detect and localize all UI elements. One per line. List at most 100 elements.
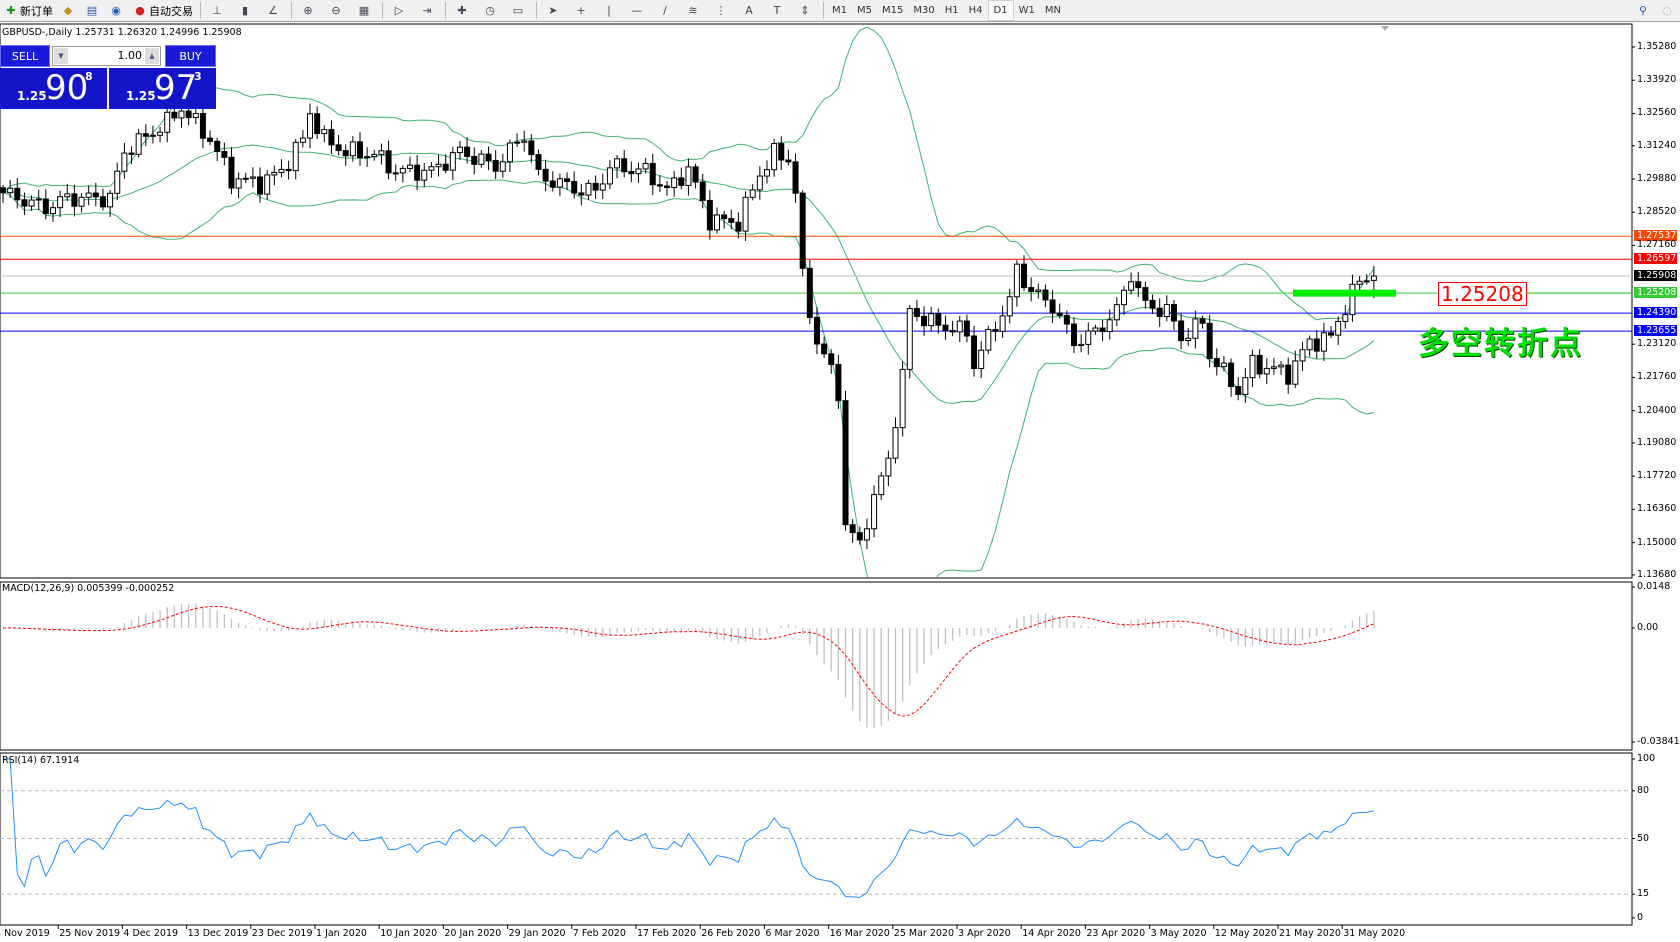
periods-icon[interactable]: ◷ [485,3,495,17]
candle [207,137,214,142]
timeframe-m1[interactable]: M1 [832,5,847,16]
candle [571,181,578,194]
candle [549,180,556,188]
timeframe-h4[interactable]: H4 [968,5,983,16]
candle [785,159,792,163]
buy-button[interactable]: BUY [165,45,216,67]
templates-icon[interactable]: ▭ [512,3,524,17]
candle [1021,263,1028,289]
lot-size-input[interactable]: 1.00 [117,49,143,62]
candle [1156,307,1163,318]
search-icon[interactable]: ⚲ [1638,3,1648,17]
price-axis-label: 1.21760 [1637,371,1677,383]
price-axis-label: 1.31240 [1637,139,1677,151]
candle [956,320,963,333]
date-axis-label: 3 Apr 2020 [958,928,1011,939]
toolbar-new-order-button[interactable]: ✚ 新订单 [0,1,57,20]
cursor-icon[interactable]: ➤ [548,3,558,17]
crosshair-icon[interactable]: + [576,3,586,17]
date-axis-label: 23 Apr 2020 [1086,928,1146,939]
decrease-lot-icon[interactable]: ▼ [54,48,68,64]
price-axis-label: 1.13680 [1637,568,1677,580]
candle [456,146,463,154]
candle [7,187,14,194]
candle [542,168,549,182]
chart-shift-icon[interactable]: ⇥ [422,3,432,17]
trendline-icon[interactable]: / [663,3,667,17]
auto-scroll-icon[interactable]: ▷ [394,3,404,17]
zoom-out-icon[interactable]: ⊖ [331,3,341,17]
candle [1185,337,1192,342]
buy-price[interactable]: 1.25 97 3 [109,68,216,109]
sell-price[interactable]: 1.25 90 8 [0,68,107,109]
candle [14,187,21,201]
candle [949,329,956,333]
candle [1071,323,1077,347]
timeframe-d1[interactable]: D1 [987,0,1014,21]
candle [1342,314,1349,322]
candle [449,152,456,171]
vertical-line-icon[interactable]: | [607,3,611,17]
candle [892,427,899,459]
candle [285,168,292,172]
candle [185,110,192,119]
candle [264,174,271,195]
toolbar-label: 自动交易 [149,4,193,18]
candle [1263,367,1270,375]
line-chart-icon[interactable]: ∠ [268,3,278,17]
candle [578,192,585,196]
candle [942,324,949,331]
candle [1356,280,1363,285]
rsi-axis-label: 100 [1637,753,1656,764]
candlestick-icon[interactable]: ▮ [241,3,249,17]
candle [1328,332,1335,336]
candle [49,207,56,215]
candle [107,192,114,208]
candle [714,214,720,231]
indicators-icon[interactable]: ✚ [457,3,467,17]
zoom-in-icon[interactable]: ⊕ [303,3,313,17]
level-price-tag: 1.27537 [1634,230,1677,242]
sell-button[interactable]: SELL [0,45,50,67]
candle [635,168,642,175]
toolbar-navigator-button[interactable]: ▤ [81,1,105,20]
date-axis-label: 31 May 2020 [1343,928,1406,939]
tile-windows-icon[interactable]: ▦ [358,3,370,17]
grid-icon[interactable]: ⋮ [715,3,727,17]
horizontal-line-icon[interactable]: — [631,3,643,17]
timeframe-m30[interactable]: M30 [913,5,935,16]
text-icon[interactable]: A [745,3,753,17]
text-label-icon[interactable]: T [773,3,781,17]
rsi-axis-label: 0 [1637,912,1644,923]
candle [664,185,671,188]
candle [1192,318,1199,339]
toolbar-signal-button[interactable]: ◉ [105,1,129,20]
candle [171,111,178,119]
candle [1285,364,1292,385]
candle [721,214,728,220]
candle [1335,320,1342,336]
candle [228,156,235,189]
timeframe-h1[interactable]: H1 [944,5,959,16]
candle [878,475,885,496]
timeframe-w1[interactable]: W1 [1018,5,1035,16]
lot-size-stepper[interactable]: ▼ 1.00 ▲ [52,46,161,66]
increase-lot-icon[interactable]: ▲ [145,48,159,64]
timeframe-m15[interactable]: M15 [882,5,904,16]
candle [1306,338,1313,351]
chat-icon[interactable]: ◌ [1662,3,1672,17]
candle [1370,275,1377,281]
candle [249,176,256,179]
candle [442,163,449,171]
toolbar-market-watch-button[interactable]: ◆ [57,1,81,20]
bar-chart-icon[interactable]: ⊥ [212,3,222,17]
new-order-icon: ✚ [6,3,16,17]
arrows-icon[interactable]: ⇕ [800,3,810,17]
candle [42,198,49,215]
timeframe-mn[interactable]: MN [1044,5,1061,16]
timeframe-m5[interactable]: M5 [857,5,872,16]
fibonacci-icon[interactable]: ≋ [688,3,698,17]
toolbar-auto-trading-button[interactable]: ● 自动交易 [129,1,197,20]
date-axis-label: 26 Feb 2020 [701,928,761,939]
